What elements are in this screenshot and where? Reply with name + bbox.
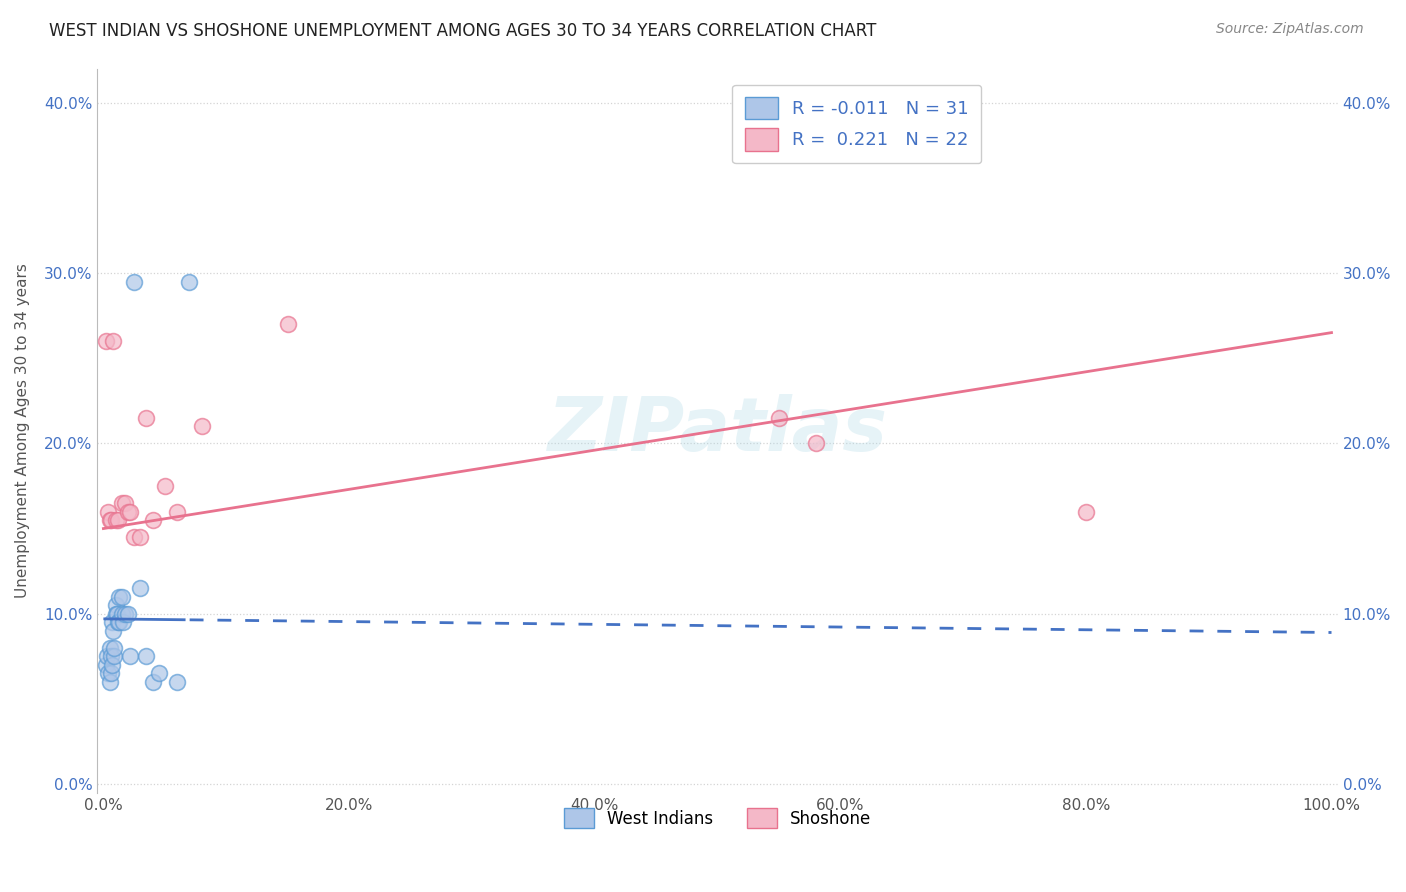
Point	[97, 666, 120, 681]
Point	[104, 599, 127, 613]
Point	[104, 607, 127, 621]
Point	[112, 615, 135, 630]
Point	[101, 657, 124, 672]
Point	[100, 666, 122, 681]
Point	[111, 496, 134, 510]
Point	[117, 504, 139, 518]
Point	[129, 530, 152, 544]
Point	[120, 649, 142, 664]
Point	[120, 504, 142, 518]
Point	[101, 615, 124, 630]
Point	[166, 504, 188, 518]
Point	[114, 607, 136, 621]
Point	[94, 334, 117, 348]
Point	[104, 513, 127, 527]
Point	[94, 657, 117, 672]
Point	[129, 581, 152, 595]
Point	[122, 530, 145, 544]
Point	[148, 666, 170, 681]
Point	[804, 436, 827, 450]
Point	[98, 674, 121, 689]
Point	[96, 649, 118, 664]
Point	[103, 640, 125, 655]
Point	[135, 649, 157, 664]
Point	[135, 410, 157, 425]
Point	[1074, 504, 1097, 518]
Point	[98, 513, 121, 527]
Text: ZIPatlas: ZIPatlas	[547, 394, 887, 467]
Point	[111, 590, 134, 604]
Point	[768, 410, 790, 425]
Point	[108, 615, 131, 630]
Point	[105, 607, 128, 621]
Point	[179, 275, 201, 289]
Point	[141, 674, 163, 689]
Point	[114, 496, 136, 510]
Point	[190, 419, 212, 434]
Point	[111, 607, 134, 621]
Point	[97, 504, 120, 518]
Point	[122, 275, 145, 289]
Point	[153, 479, 176, 493]
Point	[117, 607, 139, 621]
Legend: West Indians, Shoshone: West Indians, Shoshone	[557, 801, 877, 835]
Point	[103, 649, 125, 664]
Y-axis label: Unemployment Among Ages 30 to 34 years: Unemployment Among Ages 30 to 34 years	[15, 263, 30, 598]
Point	[100, 649, 122, 664]
Point	[103, 624, 125, 638]
Point	[141, 513, 163, 527]
Point	[100, 513, 122, 527]
Point	[107, 615, 129, 630]
Point	[103, 334, 125, 348]
Point	[98, 640, 121, 655]
Point	[166, 674, 188, 689]
Text: WEST INDIAN VS SHOSHONE UNEMPLOYMENT AMONG AGES 30 TO 34 YEARS CORRELATION CHART: WEST INDIAN VS SHOSHONE UNEMPLOYMENT AMO…	[49, 22, 876, 40]
Point	[277, 317, 299, 331]
Point	[107, 513, 129, 527]
Point	[108, 590, 131, 604]
Text: Source: ZipAtlas.com: Source: ZipAtlas.com	[1216, 22, 1364, 37]
